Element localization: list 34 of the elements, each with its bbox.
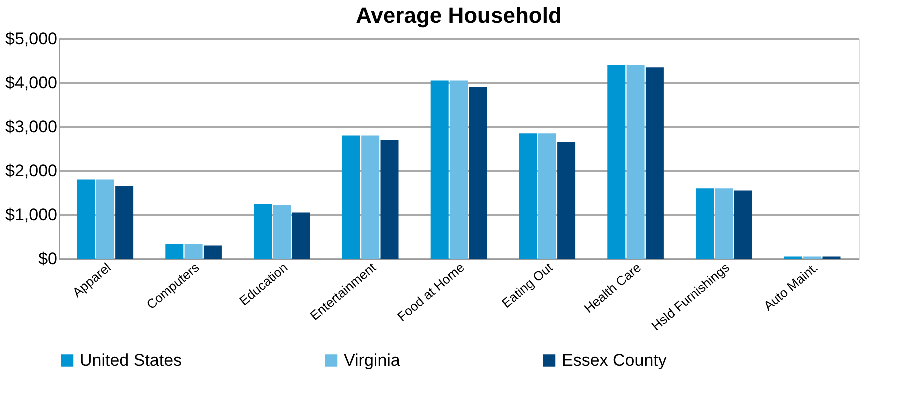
bar: [77, 180, 96, 259]
legend-label: Essex County: [562, 350, 668, 370]
y-tick-label: $2,000: [6, 162, 58, 180]
y-tick-label: $5,000: [6, 30, 58, 48]
bar: [538, 134, 556, 259]
bar: [96, 180, 114, 259]
y-tick-label: $4,000: [6, 74, 58, 92]
bar: [254, 204, 272, 259]
bar: [715, 188, 734, 259]
bar: [380, 140, 399, 259]
bar: [558, 142, 576, 259]
bar: [626, 65, 645, 259]
bar: [469, 87, 488, 259]
bar: [519, 134, 538, 259]
bar: [608, 65, 626, 259]
bar: [734, 190, 752, 259]
y-tick-label: $3,000: [6, 118, 58, 136]
bar: [292, 212, 310, 259]
bar: [362, 136, 380, 259]
bar: [116, 186, 134, 259]
bar: [273, 205, 292, 259]
bar: [166, 244, 184, 259]
bar: [430, 80, 449, 259]
bar: [184, 244, 203, 259]
y-tick-label: $1,000: [6, 206, 58, 224]
legend-label: Virginia: [344, 350, 401, 370]
y-tick-label: $0: [38, 250, 58, 268]
bar: [204, 246, 222, 259]
legend-label: United States: [80, 350, 182, 370]
chart-title: Average Household: [356, 3, 562, 28]
bar: [646, 68, 664, 259]
bar: [342, 136, 360, 259]
bar: [696, 188, 714, 259]
bar: [450, 80, 468, 259]
